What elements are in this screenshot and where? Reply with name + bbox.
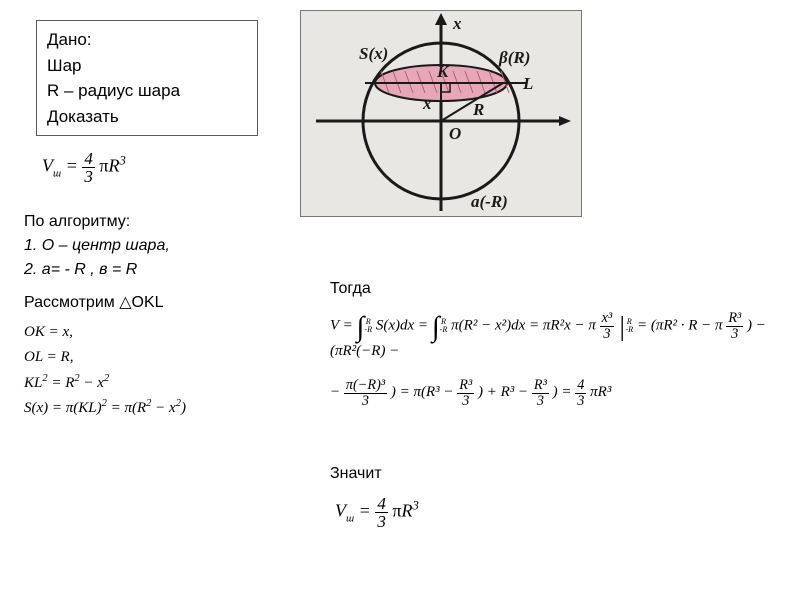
triangle-equations: OK = x, OL = R, KL2 = R2 − x2 S(x) = π(K… <box>24 320 186 421</box>
svg-text:x: x <box>422 94 432 113</box>
svg-text:S(x): S(x) <box>359 44 388 63</box>
svg-text:x: x <box>452 14 462 33</box>
eq-ok: OK = x, <box>24 320 186 345</box>
svg-text:β(R): β(R) <box>498 48 530 67</box>
int-line2: − π(−R)³3 ) = π(R³ − R³3 ) + R³ − R³3 ) … <box>330 378 800 408</box>
svg-text:O: O <box>449 124 461 143</box>
algorithm-block: По алгоритму: 1. О – центр шара, 2. а= -… <box>24 210 170 282</box>
eq-kl: KL2 = R2 − x2 <box>24 370 186 396</box>
togda-label: Тогда <box>330 280 371 298</box>
algo-h: По алгоритму: <box>24 210 170 234</box>
svg-text:R: R <box>472 100 484 119</box>
fv-R: R <box>108 156 119 176</box>
znachit-label: Значит <box>330 465 382 483</box>
given-box: Дано: Шар R – радиус шара Доказать <box>36 20 258 136</box>
given-l2: R – радиус шара <box>47 78 247 104</box>
eq-sx: S(x) = π(KL)2 = π(R2 − x2) <box>24 395 186 421</box>
sphere-diagram: x S(x) β(R) L K ORx a(-R) <box>300 10 582 217</box>
svg-text:L: L <box>522 74 533 93</box>
given-l3: Доказать <box>47 104 247 130</box>
given-title: Дано: <box>47 27 247 53</box>
integral-derivation: V = ∫R-R S(x)dx = ∫R-R π(R² − x²)dx = πR… <box>330 310 800 408</box>
frac-4-3: 43 <box>82 150 95 185</box>
formula-volume-bottom: Vш = 43 πR3 <box>335 495 419 530</box>
svg-text:K: K <box>436 62 450 81</box>
algo-l1: 1. О – центр шара, <box>24 234 170 258</box>
algo-l2: 2. а= - R , в = R <box>24 258 170 282</box>
fv-sub: ш <box>53 167 61 179</box>
fv-lhs: V <box>42 156 53 176</box>
fv-exp: 3 <box>119 154 125 168</box>
svg-text:a(-R): a(-R) <box>471 192 508 211</box>
fv-eq: = <box>66 156 83 176</box>
diagram-svg: x S(x) β(R) L K ORx a(-R) <box>301 11 581 216</box>
given-l1: Шар <box>47 53 247 79</box>
formula-volume-top: Vш = 43 πR3 <box>42 150 126 185</box>
int-line1: V = ∫R-R S(x)dx = ∫R-R π(R² − x²)dx = πR… <box>330 310 800 360</box>
eq-ol: OL = R, <box>24 345 186 370</box>
consider-triangle: Рассмотрим △OKL <box>24 292 164 312</box>
